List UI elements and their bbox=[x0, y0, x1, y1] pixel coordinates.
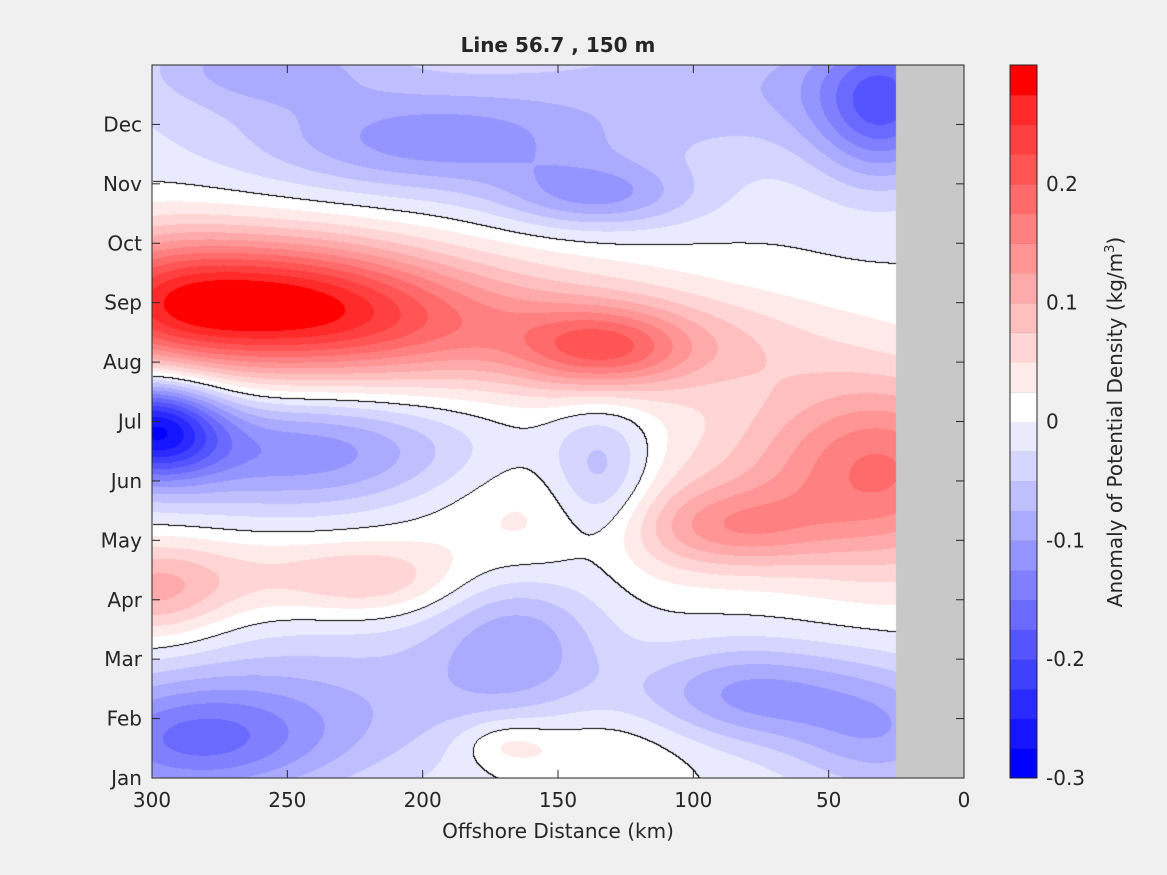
colorbar-level bbox=[1010, 718, 1037, 749]
y-tick-label: Oct bbox=[107, 231, 142, 255]
y-tick-label: Apr bbox=[107, 588, 142, 612]
colorbar: 0.2 0.1 0 -0.1 -0.2 -0.3 Anomaly of Potential… bbox=[1009, 64, 1127, 790]
colorbar-level bbox=[1010, 599, 1037, 630]
colorbar-level bbox=[1010, 510, 1037, 541]
chart-title: Line 56.7 , 150 m bbox=[461, 33, 656, 57]
y-tick-label: Jan bbox=[109, 766, 142, 790]
colorbar-level bbox=[1010, 748, 1037, 779]
colorbar-label-superscript: 3 bbox=[1103, 245, 1118, 253]
colorbar-ticks: 0.2 0.1 0 -0.1 -0.2 -0.3 bbox=[1046, 172, 1085, 790]
y-tick-label: Dec bbox=[103, 112, 142, 136]
colorbar-level bbox=[1010, 94, 1037, 125]
y-tick-label: Nov bbox=[103, 172, 142, 196]
colorbar-level bbox=[1010, 124, 1037, 155]
y-tick-label: Sep bbox=[104, 291, 142, 315]
colorbar-level bbox=[1010, 272, 1037, 304]
y-tick-label: Jul bbox=[116, 410, 142, 434]
colorbar-level bbox=[1010, 570, 1037, 601]
colorbar-label-main: Anomaly of Potential Density (kg/m bbox=[1103, 253, 1127, 607]
colorbar-level bbox=[1010, 391, 1037, 422]
colorbar-frame bbox=[1009, 64, 1038, 779]
colorbar-level bbox=[1010, 659, 1037, 690]
heatmap-field bbox=[152, 65, 964, 778]
colorbar-level bbox=[1010, 362, 1037, 393]
x-tick-label: 200 bbox=[404, 788, 442, 812]
colorbar-level bbox=[1010, 154, 1037, 185]
colorbar-levels bbox=[1010, 64, 1037, 779]
y-tick-label: Aug bbox=[103, 350, 142, 374]
colorbar-level bbox=[1010, 540, 1037, 571]
x-tick-label: 150 bbox=[539, 788, 577, 812]
colorbar-level bbox=[1010, 629, 1037, 660]
colorbar-level bbox=[1010, 480, 1037, 512]
x-tick-label: 100 bbox=[674, 788, 712, 812]
colorbar-tick-label: 0.2 bbox=[1046, 172, 1078, 196]
x-tick-label: 50 bbox=[816, 788, 841, 812]
y-axis: Jan Feb Mar Apr May Jun Jul Aug Sep Oct Nov Dec bbox=[101, 112, 964, 790]
colorbar-tick-label: 0 bbox=[1046, 410, 1059, 434]
plot-area bbox=[151, 64, 965, 779]
x-tick-label: 250 bbox=[268, 788, 306, 812]
colorbar-level bbox=[1010, 243, 1037, 274]
colorbar-tick-label: 0.1 bbox=[1046, 291, 1078, 315]
colorbar-label: Anomaly of Potential Density (kg/m3) bbox=[1103, 237, 1127, 607]
colorbar-level bbox=[1010, 65, 1037, 96]
colorbar-tick-label: -0.2 bbox=[1046, 647, 1085, 671]
colorbar-level bbox=[1010, 421, 1037, 452]
y-tick-label: Jun bbox=[109, 469, 142, 493]
colorbar-level bbox=[1010, 332, 1037, 363]
y-tick-label: May bbox=[101, 528, 143, 552]
colorbar-tick-label: -0.1 bbox=[1046, 528, 1085, 552]
y-tick-label: Feb bbox=[107, 707, 142, 731]
x-tick-label: 0 bbox=[958, 788, 971, 812]
y-tick-label: Mar bbox=[104, 647, 143, 671]
colorbar-tick-label: -0.3 bbox=[1046, 766, 1085, 790]
x-tick-label: 300 bbox=[133, 788, 171, 812]
colorbar-level bbox=[1010, 302, 1037, 333]
x-axis-label: Offshore Distance (km) bbox=[442, 819, 674, 843]
x-axis: 300 250 200 150 100 50 0 bbox=[133, 65, 970, 812]
colorbar-level bbox=[1010, 688, 1037, 720]
colorbar-level bbox=[1010, 213, 1037, 244]
colorbar-label-close: ) bbox=[1103, 237, 1127, 245]
colorbar-level bbox=[1010, 183, 1037, 215]
colorbar-level bbox=[1010, 451, 1037, 482]
